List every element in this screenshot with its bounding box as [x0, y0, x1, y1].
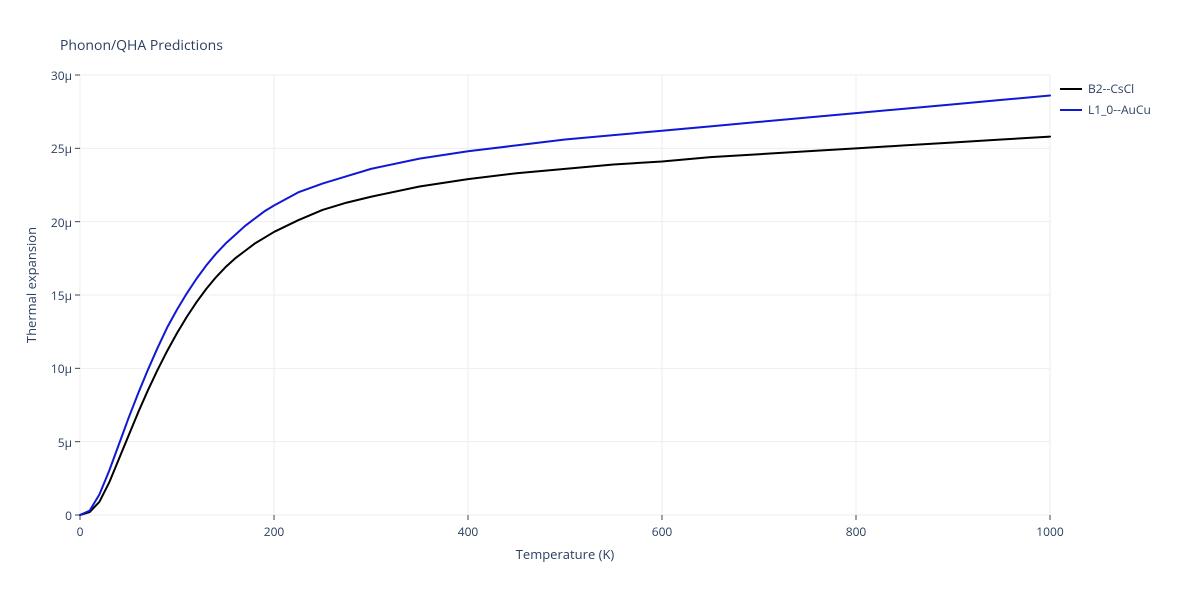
x-tick-label: 800 [841, 523, 871, 540]
y-tick-label: 15μ [51, 287, 72, 304]
legend-label: B2--CsCl [1088, 80, 1134, 97]
series-line [80, 96, 1050, 515]
x-tick-label: 600 [647, 523, 677, 540]
y-tick-label: 5μ [58, 434, 72, 451]
x-tick-label: 0 [65, 523, 95, 540]
legend: B2--CsCl L1_0--AuCu [1060, 80, 1151, 122]
chart-svg [0, 0, 1200, 600]
legend-label: L1_0--AuCu [1088, 101, 1151, 118]
legend-item[interactable]: L1_0--AuCu [1060, 101, 1151, 118]
x-tick-label: 1000 [1035, 523, 1065, 540]
x-axis-label: Temperature (K) [505, 545, 625, 563]
legend-swatch [1060, 109, 1082, 111]
y-axis-label: Thermal expansion [22, 215, 40, 355]
y-tick-label: 10μ [51, 360, 72, 377]
legend-swatch [1060, 88, 1082, 90]
y-tick-label: 20μ [51, 214, 72, 231]
y-tick-label: 25μ [51, 140, 72, 157]
x-tick-label: 400 [453, 523, 483, 540]
y-tick-label: 30μ [51, 67, 72, 84]
chart-container: Phonon/QHA Predictions Temperature (K) T… [0, 0, 1200, 600]
series-line [80, 137, 1050, 515]
x-tick-label: 200 [259, 523, 289, 540]
legend-item[interactable]: B2--CsCl [1060, 80, 1151, 97]
y-tick-label: 0 [65, 507, 72, 524]
